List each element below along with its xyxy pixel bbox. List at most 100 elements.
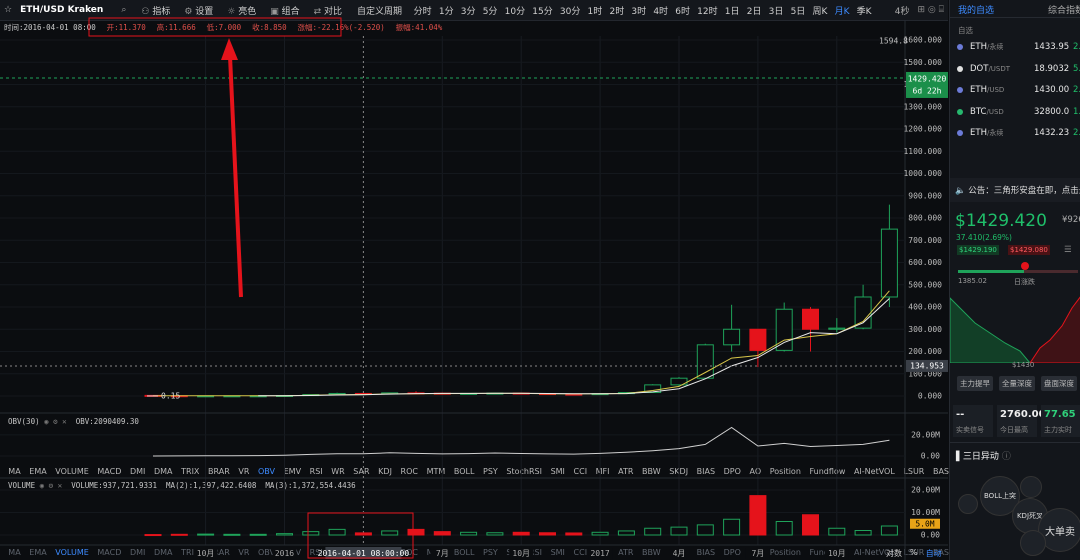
indicator-tab[interactable]: KDJ bbox=[378, 467, 392, 476]
sidebar-button[interactable]: 盘面深度 bbox=[1041, 376, 1077, 391]
indicator-tab[interactable]: VR bbox=[238, 548, 250, 557]
sidebar-tab[interactable]: 我的自选 bbox=[958, 6, 995, 16]
period[interactable]: 2时 bbox=[609, 6, 625, 17]
period[interactable]: 1日 bbox=[724, 6, 740, 17]
indicator-tab[interactable]: KDJ bbox=[378, 548, 392, 557]
sidebar-tab[interactable]: 综合指数 bbox=[1048, 6, 1080, 16]
indicator-tab[interactable]: WR bbox=[331, 467, 345, 476]
period[interactable]: 12时 bbox=[697, 6, 718, 17]
period[interactable]: 3时 bbox=[631, 6, 647, 17]
indicator-tab[interactable]: OBV bbox=[258, 467, 276, 476]
indicator-tab[interactable]: LSUR bbox=[903, 548, 925, 557]
indicator-tab[interactable]: WR bbox=[331, 548, 345, 557]
indicator-tab[interactable]: EMA bbox=[29, 467, 47, 476]
indicator-tab[interactable]: PSY bbox=[483, 467, 498, 476]
toolbar-button[interactable]: ▣ 组合 bbox=[270, 4, 299, 17]
period[interactable]: 3日 bbox=[768, 6, 784, 17]
indicator-tab[interactable]: DPO bbox=[723, 548, 741, 557]
notice[interactable]: 🔈 公告：三角形安盘在即，点击最新 bbox=[955, 184, 1080, 196]
axis-control[interactable]: 对数 bbox=[886, 549, 902, 558]
indicator-tab[interactable]: Position bbox=[769, 548, 801, 557]
indicator-tab[interactable]: SKDJ bbox=[669, 548, 689, 557]
indicator-tab[interactable]: Fundflow bbox=[809, 548, 846, 557]
indicator-tab[interactable]: SMI bbox=[550, 548, 565, 557]
legend-icons[interactable]: ◉ ⚙ ✕ bbox=[40, 44, 68, 53]
indicator-tab[interactable]: CCI bbox=[573, 467, 588, 476]
period[interactable]: 15分 bbox=[532, 6, 553, 17]
indicator-tab[interactable]: DMI bbox=[129, 548, 146, 557]
period[interactable]: 周K bbox=[812, 6, 828, 17]
indicator-tab[interactable]: EMV bbox=[283, 548, 302, 557]
indicator-tab[interactable]: BASIS bbox=[932, 548, 957, 557]
indicator-tab[interactable]: EMV bbox=[283, 467, 302, 476]
legend-icons[interactable]: ◉ ⚙ ✕ bbox=[40, 56, 68, 65]
indicator-tab[interactable]: BOLL bbox=[453, 548, 475, 557]
watch-symbol[interactable]: DOT/USDT bbox=[970, 64, 1010, 74]
indicator-tab[interactable]: SMI bbox=[550, 467, 565, 476]
toolbar-button[interactable]: ☼ 亮色 bbox=[227, 4, 256, 17]
indicator-tab[interactable]: DMA bbox=[153, 467, 173, 476]
indicator-tab[interactable]: MACD bbox=[97, 548, 122, 557]
icons[interactable]: ⊞ ◎ ⌸ bbox=[917, 5, 944, 15]
indicator-tab[interactable]: MTM bbox=[426, 548, 446, 557]
watch-symbol[interactable]: ETH/永续 bbox=[970, 42, 1003, 52]
indicator-tab[interactable]: DMI bbox=[129, 467, 146, 476]
indicator-tab[interactable]: BRAR bbox=[208, 467, 230, 476]
indicator-tab[interactable]: ATR bbox=[618, 548, 634, 557]
period[interactable]: 3分 bbox=[460, 6, 476, 17]
indicator-tab[interactable]: StochRSI bbox=[506, 467, 542, 476]
indicator-tab[interactable]: SKDJ bbox=[669, 467, 689, 476]
sidebar-button[interactable]: 主力提早 bbox=[957, 376, 993, 391]
period[interactable]: 月K bbox=[834, 6, 850, 17]
indicator-tab[interactable]: MA bbox=[8, 548, 21, 557]
period[interactable]: 10分 bbox=[504, 6, 526, 17]
period[interactable]: 5分 bbox=[482, 6, 498, 17]
toolbar-button[interactable]: ⚇ 指标 bbox=[141, 4, 170, 17]
indicator-tab[interactable]: PSY bbox=[483, 548, 498, 557]
indicator-tab[interactable]: MFI bbox=[595, 548, 610, 557]
indicator-tab[interactable]: AI-NetVOL bbox=[853, 467, 895, 476]
period[interactable]: 1分 bbox=[438, 6, 454, 17]
period[interactable]: 6时 bbox=[675, 6, 690, 17]
search-icon[interactable]: ⌕ bbox=[121, 5, 127, 15]
indicator-tab[interactable]: SAR bbox=[353, 467, 370, 476]
indicator-tab[interactable]: VR bbox=[238, 467, 250, 476]
indicator-tab[interactable]: VOLUME bbox=[55, 548, 89, 557]
sidebar-button[interactable]: 全量深度 bbox=[999, 376, 1035, 391]
indicator-tab[interactable]: StochRSI bbox=[506, 548, 542, 557]
indicator-tab[interactable]: Position bbox=[769, 467, 801, 476]
indicator-tab[interactable]: BRAR bbox=[208, 548, 230, 557]
menu[interactable]: ☰ bbox=[1064, 245, 1072, 255]
period[interactable]: 30分 bbox=[559, 6, 581, 17]
indicator-tab[interactable]: DPO bbox=[723, 467, 741, 476]
custom-period[interactable]: 自定义周期 bbox=[357, 6, 403, 17]
indicator-tab[interactable]: OBV bbox=[258, 548, 276, 557]
indicator-tab[interactable]: Fundflow bbox=[809, 467, 846, 476]
watch-symbol[interactable]: ETH/永续 bbox=[970, 128, 1003, 138]
indicator-tab[interactable]: BBW bbox=[642, 467, 661, 476]
indicator-tab[interactable]: AI-NetVOL bbox=[853, 548, 895, 557]
watch-symbol[interactable]: ETH/USD bbox=[970, 85, 1004, 95]
period[interactable]: 季K bbox=[856, 6, 872, 17]
indicator-tab[interactable]: TRIX bbox=[181, 467, 200, 476]
toolbar-button[interactable]: ⚙ 设置 bbox=[184, 4, 213, 17]
indicator-tab[interactable]: BBW bbox=[642, 548, 661, 557]
watch-symbol[interactable]: BTC/USD bbox=[970, 107, 1004, 117]
indicator-tab[interactable]: TRIX bbox=[181, 548, 200, 557]
indicator-tab[interactable]: SAR bbox=[353, 548, 370, 557]
indicator-tab[interactable]: EMA bbox=[29, 548, 47, 557]
toolbar-button[interactable]: ⇄ 对比 bbox=[314, 4, 342, 17]
indicator-tab[interactable]: MFI bbox=[595, 467, 610, 476]
indicator-tab[interactable]: RSI bbox=[309, 548, 323, 557]
indicator-tab[interactable]: AO bbox=[749, 467, 762, 476]
star-icon[interactable]: ☆ bbox=[4, 5, 13, 15]
period[interactable]: 4时 bbox=[653, 6, 669, 17]
indicator-tab[interactable]: LSUR bbox=[903, 467, 925, 476]
indicator-tab[interactable]: DMA bbox=[153, 548, 173, 557]
alert-bubble[interactable]: BOLL上突 bbox=[980, 476, 1020, 516]
symbol[interactable]: ETH/USD Kraken bbox=[20, 5, 104, 15]
period[interactable]: 2日 bbox=[746, 6, 762, 17]
indicator-tab[interactable]: BIAS bbox=[696, 548, 716, 557]
indicator-tab[interactable]: MTM bbox=[426, 467, 446, 476]
indicator-tab[interactable]: AO bbox=[749, 548, 762, 557]
